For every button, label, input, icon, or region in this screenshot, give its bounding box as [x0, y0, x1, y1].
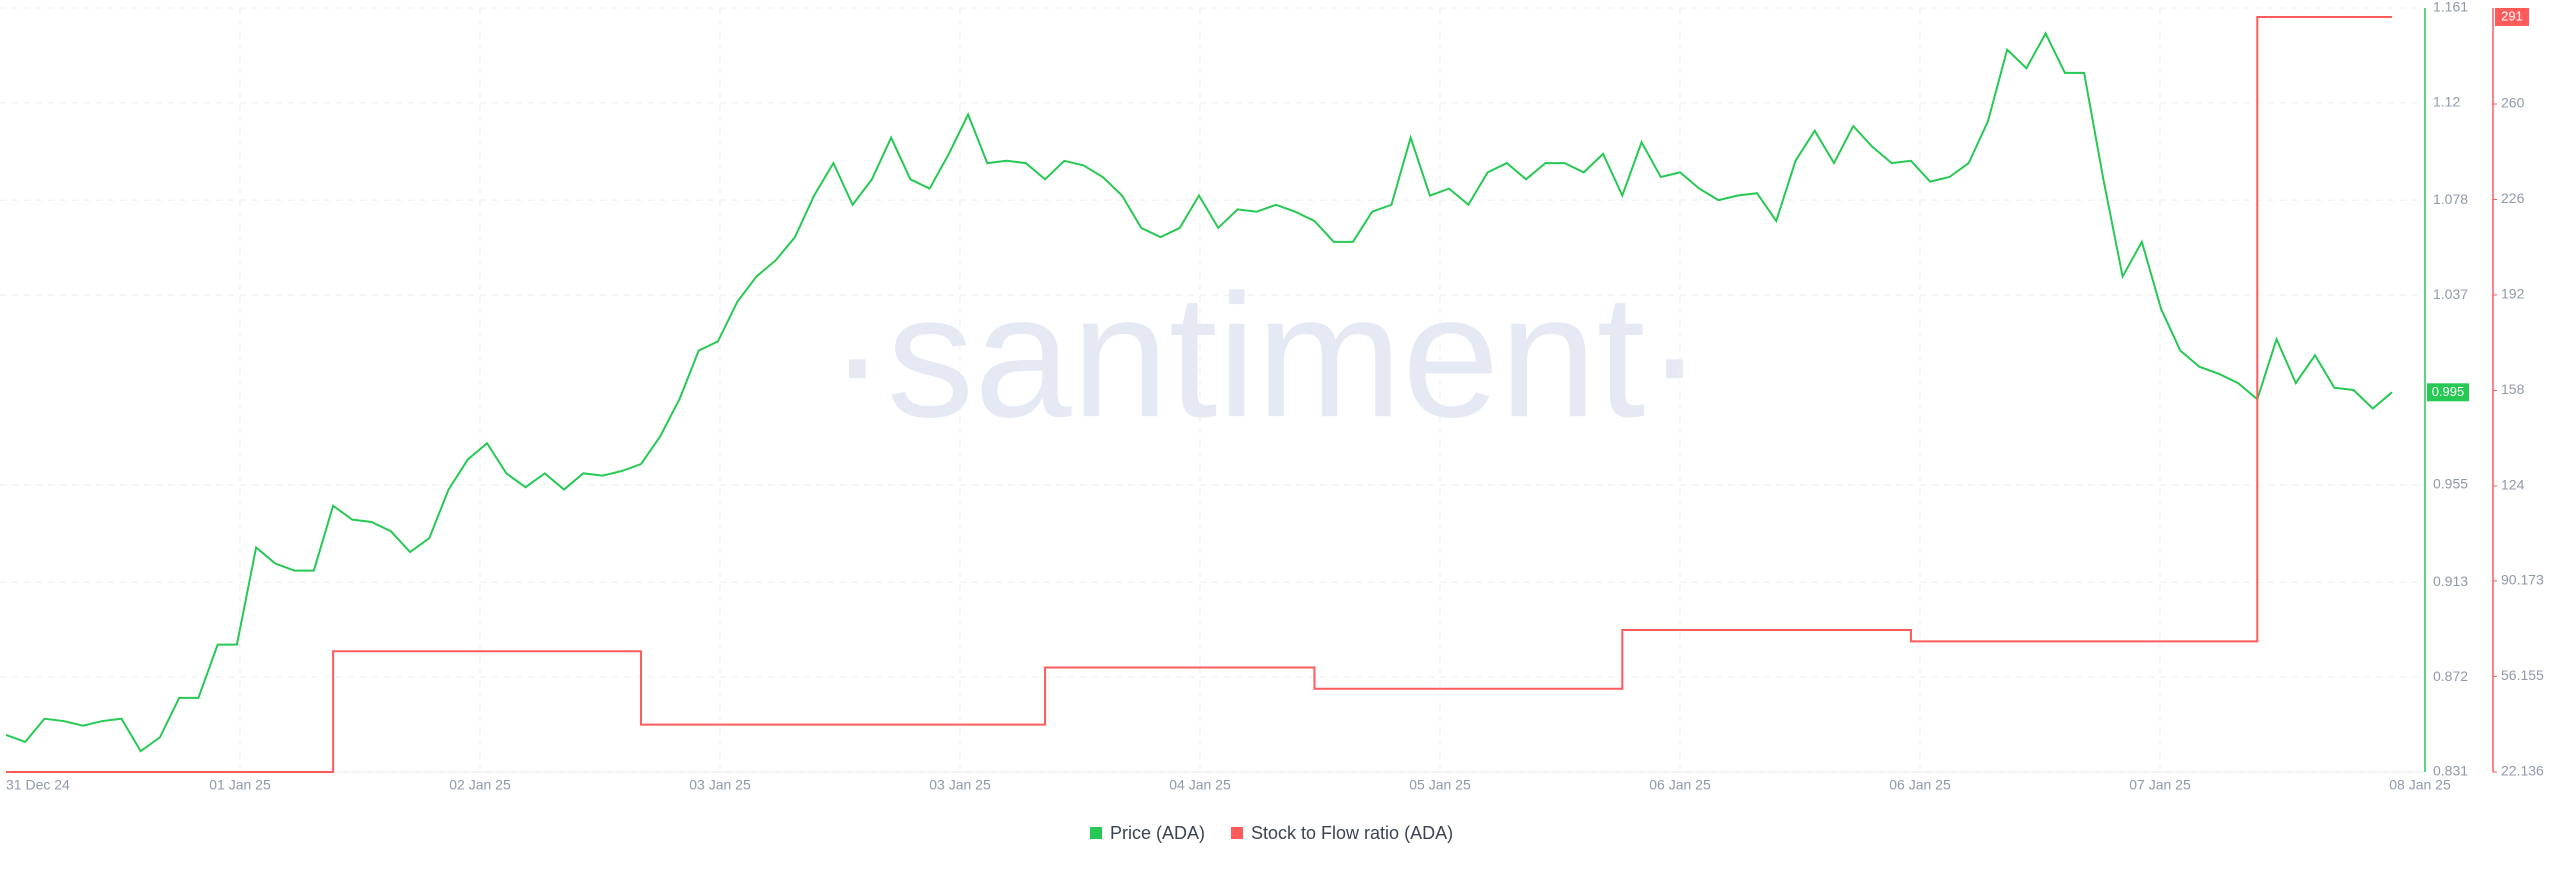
- y2-tick-label: 226: [2501, 190, 2525, 206]
- x-tick-label: 08 Jan 25: [2389, 777, 2451, 793]
- y-tick-label: 0.955: [2433, 476, 2468, 492]
- legend-swatch: [1231, 827, 1244, 839]
- y-tick-label: 0.872: [2433, 668, 2468, 684]
- x-tick-label: 03 Jan 25: [929, 777, 991, 793]
- x-tick-label: 01 Jan 25: [209, 777, 271, 793]
- last-value-label: 291: [2501, 8, 2523, 23]
- x-tick-label: 06 Jan 25: [1649, 777, 1711, 793]
- y2-tick-label: 158: [2501, 381, 2525, 397]
- y-tick-label: 0.831: [2433, 763, 2468, 779]
- last-value-badge: [2427, 383, 2469, 402]
- y-tick-label: 1.161: [2433, 0, 2468, 15]
- x-tick-label: 03 Jan 25: [689, 777, 751, 793]
- legend-swatch: [1090, 827, 1102, 839]
- y2-tick-label: 192: [2501, 286, 2525, 302]
- x-tick-label: 06 Jan 25: [1889, 777, 1951, 793]
- y2-tick-label: 22.136: [2501, 763, 2544, 779]
- watermark: ·santiment·: [828, 259, 1703, 454]
- last-value-label: 0.995: [2432, 384, 2465, 399]
- y-tick-label: 1.078: [2433, 191, 2468, 207]
- y-tick-label: 1.12: [2433, 94, 2460, 110]
- y2-tick-label: 56.155: [2501, 667, 2544, 683]
- y-tick-label: 0.913: [2433, 573, 2468, 589]
- x-tick-label: 07 Jan 25: [2129, 777, 2191, 793]
- x-tick-label: 05 Jan 25: [1409, 777, 1471, 793]
- y2-tick-label: 260: [2501, 95, 2525, 111]
- last-value-badge: [2495, 7, 2529, 26]
- y2-tick-label: 124: [2501, 477, 2525, 493]
- series-line: [6, 15, 2392, 773]
- x-tick-label: 31 Dec 24: [6, 777, 70, 793]
- x-tick-label: 04 Jan 25: [1169, 777, 1231, 793]
- series-line: [5, 31, 2393, 753]
- y2-tick-label: 90.173: [2501, 572, 2544, 588]
- legend-label: Price (ADA): [1110, 823, 1205, 843]
- y-tick-label: 1.037: [2433, 286, 2468, 302]
- legend-label: Stock to Flow ratio (ADA): [1251, 823, 1453, 843]
- x-tick-label: 02 Jan 25: [449, 777, 511, 793]
